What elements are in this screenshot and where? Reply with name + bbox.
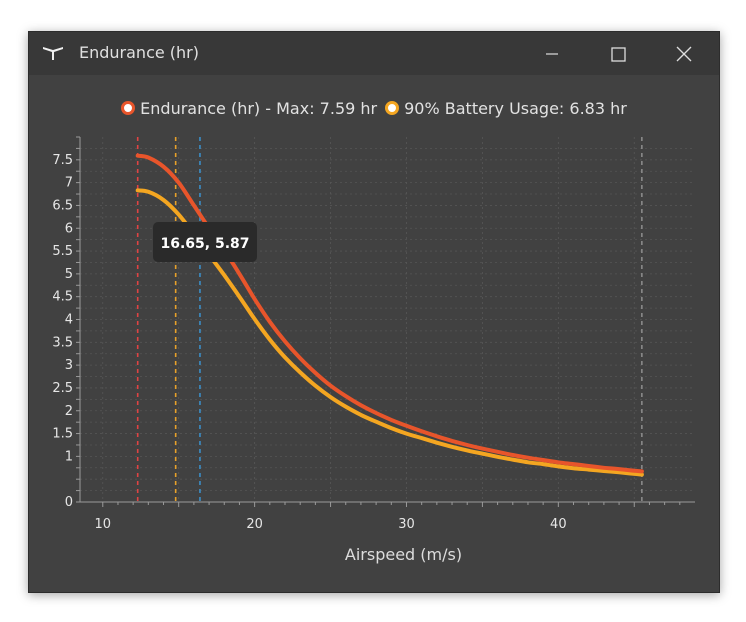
data-point-endurance	[359, 404, 362, 407]
chart-window: Endurance (hr) Endurance (hr) - Max: 7.5…	[28, 31, 720, 593]
data-point-battery90	[526, 461, 529, 464]
y-tick-label: 4.5	[52, 290, 73, 305]
data-point-endurance	[268, 320, 271, 323]
data-point-endurance	[177, 181, 180, 184]
y-tick-label: 5	[65, 267, 73, 282]
x-tick-label: 40	[550, 517, 567, 532]
data-point-battery90	[557, 465, 560, 468]
data-point-battery90	[268, 338, 271, 341]
data-point-endurance	[587, 464, 590, 467]
data-point-battery90	[572, 467, 575, 470]
data-point-endurance	[451, 439, 454, 442]
data-point-battery90	[238, 295, 241, 298]
data-point-battery90	[451, 445, 454, 448]
data-point-battery90	[587, 468, 590, 471]
data-point-battery90	[435, 441, 438, 444]
data-point-endurance	[192, 204, 195, 207]
y-tick-label: 6	[65, 221, 73, 236]
data-point-endurance	[481, 447, 484, 450]
data-point-battery90	[375, 420, 378, 423]
tooltip-text: 16.65, 5.87	[160, 236, 249, 252]
y-tick-label: 0	[65, 495, 73, 510]
data-point-endurance	[147, 156, 150, 159]
x-tick-label: 30	[398, 517, 415, 532]
data-point-battery90	[136, 189, 139, 192]
data-point-endurance	[496, 450, 499, 453]
y-tick-label: 2	[65, 404, 73, 419]
x-axis-title: Airspeed (m/s)	[345, 545, 462, 564]
data-point-endurance	[640, 470, 643, 473]
data-point-endurance	[253, 297, 256, 300]
data-point-endurance	[420, 430, 423, 433]
data-point-battery90	[223, 274, 226, 277]
data-point-battery90	[284, 356, 287, 359]
data-point-endurance	[435, 435, 438, 438]
y-tick-label: 7.5	[52, 153, 73, 168]
data-point-battery90	[618, 471, 621, 474]
y-tick-label: 3.5	[52, 335, 73, 350]
data-point-endurance	[136, 154, 139, 157]
y-tick-label: 6.5	[52, 198, 73, 213]
data-point-endurance	[299, 357, 302, 360]
data-point-endurance	[526, 456, 529, 459]
data-point-battery90	[177, 213, 180, 216]
data-point-endurance	[618, 468, 621, 471]
data-point-battery90	[299, 371, 302, 374]
data-point-endurance	[314, 371, 317, 374]
y-tick-label: 1	[65, 449, 73, 464]
plot-area[interactable]: 0 1 1.5 2 2.5 3 3.5 4 4.5 5 5.5 6 6.5 7 7.5 10 20 30 40 Air…	[29, 32, 719, 592]
data-point-battery90	[359, 413, 362, 416]
data-point-battery90	[542, 463, 545, 466]
x-tick-label: 20	[246, 517, 263, 532]
data-point-endurance	[284, 340, 287, 343]
y-tick-label: 3	[65, 358, 73, 373]
data-point-endurance	[466, 443, 469, 446]
data-point-endurance	[557, 461, 560, 464]
data-point-battery90	[511, 458, 514, 461]
y-tick-label: 2.5	[52, 381, 73, 396]
data-point-battery90	[314, 384, 317, 387]
y-tick-label: 5.5	[52, 244, 73, 259]
data-point-battery90	[253, 318, 256, 321]
data-point-endurance	[542, 459, 545, 462]
data-point-battery90	[481, 452, 484, 455]
data-point-endurance	[162, 165, 165, 168]
data-point-endurance	[390, 418, 393, 421]
y-tick-label: 4	[65, 313, 73, 328]
data-point-endurance	[511, 454, 514, 457]
data-point-endurance	[375, 412, 378, 415]
data-point-battery90	[602, 469, 605, 472]
data-point-battery90	[147, 190, 150, 193]
data-point-battery90	[420, 437, 423, 440]
data-point-battery90	[390, 427, 393, 430]
data-point-endurance	[238, 272, 241, 275]
data-point-battery90	[405, 432, 408, 435]
data-point-battery90	[496, 455, 499, 458]
data-point-endurance	[329, 384, 332, 387]
series-line-endurance	[138, 156, 642, 472]
data-point-battery90	[640, 473, 643, 476]
data-point-endurance	[572, 463, 575, 466]
data-point-endurance	[405, 424, 408, 427]
data-point-battery90	[329, 396, 332, 399]
data-point-battery90	[466, 449, 469, 452]
data-point-battery90	[344, 405, 347, 408]
x-tick-label: 10	[95, 517, 112, 532]
y-tick-label: 1.5	[52, 427, 73, 442]
data-point-endurance	[602, 466, 605, 469]
data-point-endurance	[344, 395, 347, 398]
y-tick-label: 7	[65, 176, 73, 191]
data-point-battery90	[162, 198, 165, 201]
